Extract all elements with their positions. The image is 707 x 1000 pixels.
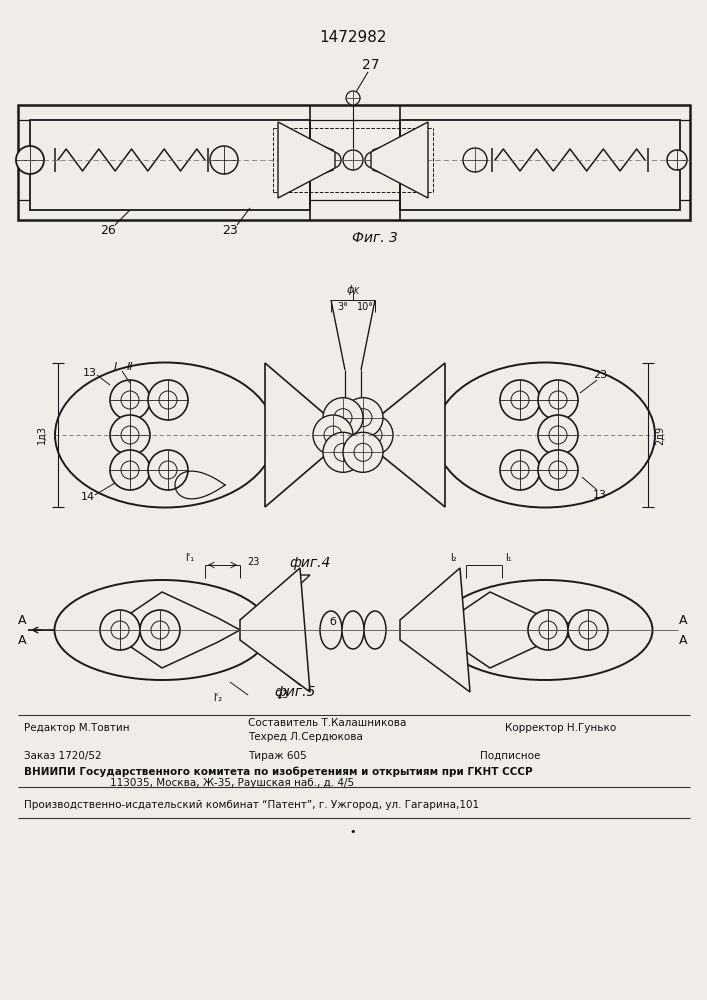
Circle shape — [16, 146, 44, 174]
Ellipse shape — [364, 611, 386, 649]
Text: 13: 13 — [83, 368, 97, 378]
Text: l'₁: l'₁ — [185, 553, 194, 563]
Text: Техред Л.Сердюкова: Техред Л.Сердюкова — [248, 732, 363, 742]
Text: A: A — [679, 613, 687, 626]
Circle shape — [110, 415, 150, 455]
Text: I: I — [113, 362, 117, 372]
Circle shape — [365, 152, 381, 168]
Text: l₂: l₂ — [450, 553, 456, 563]
Polygon shape — [283, 132, 333, 188]
Polygon shape — [240, 638, 310, 685]
Polygon shape — [278, 122, 335, 198]
Polygon shape — [434, 592, 600, 668]
Circle shape — [346, 91, 360, 105]
Text: 1472982: 1472982 — [320, 30, 387, 45]
Ellipse shape — [438, 580, 653, 680]
Circle shape — [538, 380, 578, 420]
Text: A: A — [679, 634, 687, 647]
Polygon shape — [265, 363, 335, 507]
Circle shape — [343, 432, 383, 472]
Circle shape — [568, 610, 608, 650]
Text: 2д9: 2д9 — [655, 425, 665, 445]
Polygon shape — [240, 575, 310, 622]
Text: $\phi_K$: $\phi_K$ — [346, 283, 361, 297]
Circle shape — [100, 610, 140, 650]
Circle shape — [110, 380, 150, 420]
Polygon shape — [106, 592, 240, 668]
Text: ВНИИПИ Государственного комитета по изобретениям и открытиям при ГКНТ СССР: ВНИИПИ Государственного комитета по изоб… — [24, 767, 532, 777]
Circle shape — [210, 146, 238, 174]
Text: 23: 23 — [593, 370, 607, 380]
Text: 14: 14 — [81, 492, 95, 502]
Text: II: II — [127, 362, 133, 372]
Text: Фиг. 3: Фиг. 3 — [352, 231, 398, 245]
Text: 3°: 3° — [337, 302, 349, 312]
Bar — [18, 105, 690, 220]
Text: l'₂: l'₂ — [214, 693, 223, 703]
Text: 10°: 10° — [356, 302, 373, 312]
Circle shape — [343, 398, 383, 438]
Text: A: A — [18, 634, 26, 647]
Circle shape — [148, 450, 188, 490]
Text: 13: 13 — [593, 490, 607, 500]
Polygon shape — [373, 132, 423, 188]
Ellipse shape — [320, 611, 342, 649]
Text: 23: 23 — [222, 224, 238, 236]
Text: l₁: l₁ — [505, 553, 511, 563]
Text: A: A — [18, 613, 26, 626]
Circle shape — [148, 380, 188, 420]
Text: 1д3: 1д3 — [37, 426, 47, 444]
Bar — [30, 120, 310, 210]
Circle shape — [500, 380, 540, 420]
Circle shape — [463, 148, 487, 172]
Ellipse shape — [55, 362, 275, 508]
Circle shape — [110, 450, 150, 490]
Text: 23: 23 — [247, 557, 259, 567]
Circle shape — [538, 450, 578, 490]
Circle shape — [667, 150, 687, 170]
Text: Подписное: Подписное — [480, 751, 540, 761]
Circle shape — [500, 450, 540, 490]
Text: •: • — [350, 827, 356, 837]
Circle shape — [528, 610, 568, 650]
Text: Редактор М.Товтин: Редактор М.Товтин — [24, 723, 129, 733]
Bar — [400, 120, 680, 210]
Ellipse shape — [54, 580, 269, 680]
Text: Составитель Т.Калашникова: Составитель Т.Калашникова — [248, 718, 407, 728]
Text: Заказ 1720/52: Заказ 1720/52 — [24, 751, 102, 761]
Polygon shape — [371, 122, 428, 198]
Text: фиг.4: фиг.4 — [289, 556, 331, 570]
Circle shape — [538, 415, 578, 455]
Text: 26: 26 — [100, 224, 116, 236]
Text: Производственно-исдательский комбинат “Патент”, г. Ужгород, ул. Гагарина,101: Производственно-исдательский комбинат “П… — [24, 800, 479, 810]
Polygon shape — [371, 363, 445, 507]
Circle shape — [323, 432, 363, 472]
Circle shape — [323, 398, 363, 438]
Text: б: б — [329, 617, 337, 627]
Circle shape — [353, 415, 393, 455]
Text: фиг.5: фиг.5 — [274, 685, 316, 699]
Circle shape — [343, 150, 363, 170]
Ellipse shape — [435, 362, 655, 508]
Text: 27: 27 — [362, 58, 380, 72]
Text: 23: 23 — [276, 690, 288, 700]
Polygon shape — [400, 568, 470, 692]
Circle shape — [313, 415, 353, 455]
Polygon shape — [240, 568, 310, 692]
Circle shape — [140, 610, 180, 650]
Text: 113035, Москва, Ж-35, Раушская наб., д. 4/5: 113035, Москва, Ж-35, Раушская наб., д. … — [110, 778, 354, 788]
Text: Корректор Н.Гунько: Корректор Н.Гунько — [505, 723, 617, 733]
Circle shape — [325, 152, 341, 168]
Ellipse shape — [342, 611, 364, 649]
Text: Тираж 605: Тираж 605 — [248, 751, 307, 761]
